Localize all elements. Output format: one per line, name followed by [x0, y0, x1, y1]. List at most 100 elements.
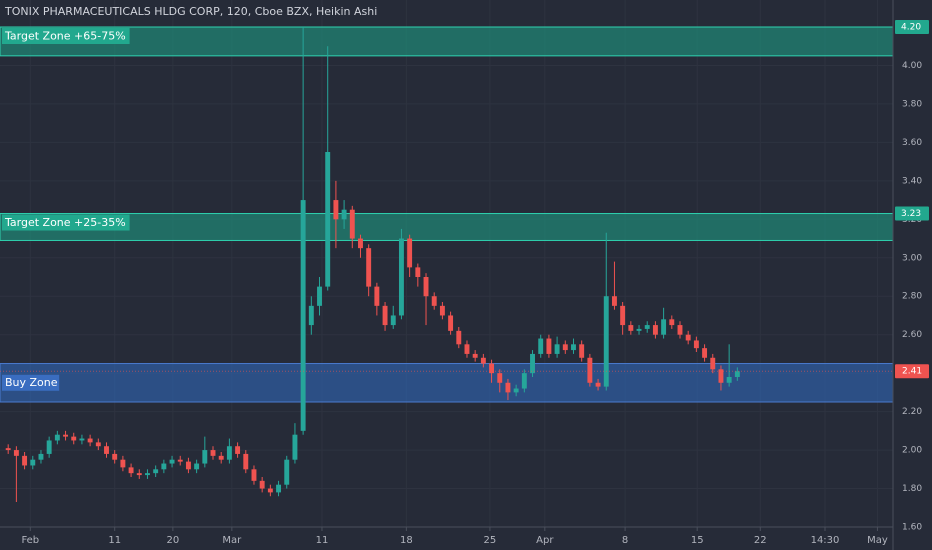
x-tick-label: 8 [622, 535, 628, 546]
y-tick-label: 3.60 [902, 138, 922, 148]
candle-body [210, 450, 216, 456]
chart-title: TONIX PHARMACEUTICALS HLDG CORP, 120, Cb… [4, 5, 377, 18]
candle-body [30, 459, 36, 466]
x-tick-label: 15 [691, 535, 704, 546]
candle-body [677, 325, 683, 335]
candle-body [366, 248, 372, 287]
candle-body [628, 325, 634, 331]
x-tick-label: Feb [21, 535, 39, 546]
y-tick-label: 2.80 [902, 292, 922, 302]
candle-body [554, 344, 560, 354]
candle-body [693, 340, 699, 349]
y-tick-label: 1.60 [902, 523, 922, 533]
x-tick-label: 20 [166, 535, 179, 546]
candle-body [87, 438, 93, 443]
candle-body [284, 459, 290, 485]
candle-body [456, 330, 462, 345]
candle-body [308, 305, 314, 326]
price-tag: 4.20 [901, 23, 921, 33]
zone [0, 363, 894, 403]
x-tick-label: Apr [536, 535, 554, 546]
candle-body [464, 344, 470, 354]
candle-body [177, 459, 183, 462]
candle-body [112, 453, 118, 460]
candle-body [95, 442, 101, 447]
zone-label: Target Zone +25-35% [4, 216, 126, 229]
candle-body [259, 480, 265, 489]
y-tick-label: 4.00 [902, 61, 922, 71]
candle-body [685, 334, 691, 341]
candle-body [472, 353, 478, 358]
candle-body [325, 152, 331, 287]
candle-body [579, 344, 585, 358]
x-tick-label: 22 [754, 535, 767, 546]
candle-body [726, 377, 732, 383]
candle-body [431, 296, 437, 306]
candle-body [562, 344, 568, 351]
candle-body [480, 357, 486, 364]
candle-body [202, 450, 208, 464]
candle-body [661, 319, 667, 335]
candle-body [341, 209, 347, 220]
candle-body [120, 459, 126, 468]
candle-body [46, 440, 52, 454]
candle-body [718, 369, 724, 383]
candle-body [734, 371, 740, 377]
grid [0, 0, 893, 527]
zone-label: Buy Zone [5, 376, 58, 389]
candle-body [349, 209, 355, 239]
candle-body [317, 286, 322, 306]
candle-body [128, 467, 134, 474]
candle-body [513, 388, 519, 393]
candle-body [669, 319, 675, 326]
candle-body [267, 488, 273, 493]
zone [0, 213, 894, 241]
x-tick-label: 18 [400, 535, 413, 546]
candle-body [104, 446, 109, 454]
x-tick-label: 25 [484, 535, 497, 546]
candle-body [145, 473, 150, 476]
candle-body [390, 315, 396, 326]
zone-label-bg [2, 214, 130, 231]
candle-body [194, 463, 200, 470]
candle-body [79, 438, 85, 441]
candle-body [218, 455, 224, 460]
candle-body [161, 463, 167, 470]
candle-body [611, 296, 617, 306]
y-tick-label: 3.40 [902, 176, 922, 186]
y-tick-label: 3.00 [902, 253, 922, 263]
candle-body [644, 325, 650, 329]
candle-body [538, 338, 544, 354]
candle-body [71, 436, 77, 441]
x-tick-label: Mar [222, 535, 242, 546]
zones [0, 26, 894, 403]
candle-body [22, 455, 28, 466]
candle-body [497, 373, 503, 383]
candle-body [652, 325, 658, 335]
zone-label-bg [2, 28, 130, 44]
candle-body [358, 238, 363, 249]
y-tick-label: 2.00 [902, 446, 922, 456]
candle-body [546, 338, 552, 354]
candle-body [374, 286, 380, 306]
last-price-bg [895, 364, 929, 379]
candle-body [382, 305, 388, 326]
candle-body [276, 484, 282, 493]
candles [5, 27, 740, 502]
candle-body [398, 238, 404, 316]
candle-body [415, 267, 421, 277]
labels: 1.601.802.002.202.402.602.803.003.203.40… [0, 20, 929, 546]
candle-body [226, 446, 232, 460]
candle-body [595, 382, 601, 387]
candle-body [587, 357, 593, 383]
candle-body [710, 357, 716, 370]
candle-body [489, 363, 495, 374]
price-tag: 3.23 [901, 209, 921, 219]
x-tick-label: 11 [316, 535, 329, 546]
candle-body [521, 373, 527, 389]
x-tick-label: 14:30 [811, 535, 840, 546]
candle-body [505, 382, 511, 393]
price-tag-bg [895, 20, 929, 34]
